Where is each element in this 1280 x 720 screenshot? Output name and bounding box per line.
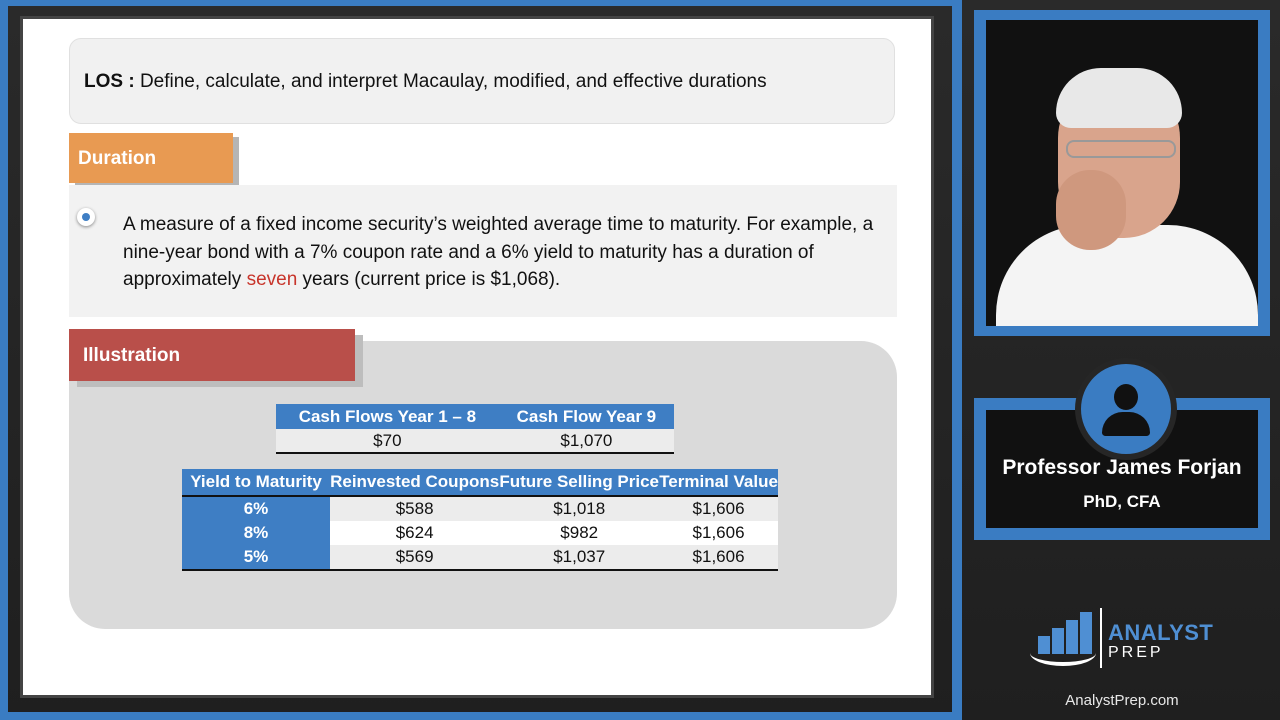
presenter-hand (1056, 170, 1126, 250)
frame-border-top (0, 0, 960, 6)
ytm-cell: 5% (182, 545, 330, 571)
cash-flow-table: Cash Flows Year 1 – 8 Cash Flow Year 9 $… (276, 404, 674, 454)
ytm-cell: $1,606 (659, 545, 778, 571)
duration-section-tab: Duration (69, 133, 233, 183)
user-icon (1075, 358, 1177, 460)
duration-tab-label: Duration (78, 148, 157, 169)
presenter-credentials: PhD, CFA (1083, 492, 1161, 511)
cash-flow-header: Cash Flow Year 9 (498, 404, 674, 429)
presenter-glasses (1066, 140, 1176, 158)
presenter-shirt (996, 225, 1258, 326)
ytm-cell: $1,037 (499, 545, 660, 571)
analystprep-logo: ANALYST PREP (1030, 606, 1214, 672)
user-icon-shoulders (1102, 412, 1150, 436)
presenter-video (974, 10, 1270, 336)
ytm-cell: $1,606 (659, 521, 778, 545)
lecture-slide: LOS : Define, calculate, and interpret M… (20, 16, 934, 698)
table-row: 6% $588 $1,018 $1,606 (182, 496, 778, 521)
bullet-icon (77, 208, 95, 226)
presenter-name: Professor James Forjan (1002, 456, 1242, 479)
frame-border-bottom (0, 712, 960, 720)
ytm-cell: $569 (330, 545, 500, 571)
definition-text-after: years (current price is $1,068). (297, 269, 561, 290)
illustration-tab-label: Illustration (83, 345, 181, 366)
definition-highlight: seven (246, 269, 298, 290)
ytm-header: Terminal Value (659, 469, 778, 497)
duration-definition-text: A measure of a fixed income security’s w… (123, 211, 883, 294)
presenter-video-frame (986, 20, 1258, 326)
los-objective: Define, calculate, and interpret Macaula… (139, 71, 767, 92)
los-box: LOS : Define, calculate, and interpret M… (69, 38, 895, 124)
frame-border-left (0, 0, 8, 720)
cash-flow-cell: $1,070 (498, 429, 674, 454)
duration-definition-box: A measure of a fixed income security’s w… (69, 185, 897, 317)
site-url: AnalystPrep.com (1065, 692, 1179, 709)
ytm-cell: $1,606 (659, 496, 778, 521)
illustration-section-tab: Illustration (69, 329, 355, 381)
ytm-cell: $624 (330, 521, 500, 545)
ytm-header: Reinvested Coupons (330, 469, 500, 497)
ytm-cell: $588 (330, 496, 500, 521)
ytm-header: Future Selling Price (499, 469, 660, 497)
los-label: LOS : (84, 71, 135, 92)
table-row: 5% $569 $1,037 $1,606 (182, 545, 778, 571)
logo-subtitle: PREP (1108, 644, 1164, 661)
ytm-cell: 6% (182, 496, 330, 521)
user-icon-head (1114, 384, 1138, 410)
logo-divider (1100, 608, 1102, 668)
frame-divider (952, 0, 962, 720)
yield-scenario-table: Yield to Maturity Reinvested Coupons Fut… (182, 469, 778, 571)
presenter-hair (1056, 68, 1182, 128)
definition-text-before: A measure of a fixed income security’s w… (123, 214, 874, 290)
cash-flow-header: Cash Flows Year 1 – 8 (276, 404, 499, 429)
los-text: LOS : Define, calculate, and interpret M… (84, 71, 767, 93)
ytm-header: Yield to Maturity (182, 469, 330, 497)
ytm-cell: $1,018 (499, 496, 660, 521)
swoosh-icon (1030, 640, 1096, 666)
ytm-cell: 8% (182, 521, 330, 545)
logo-title: ANALYST (1108, 620, 1214, 645)
cash-flow-cell: $70 (276, 429, 499, 454)
table-row: $70 $1,070 (276, 429, 674, 454)
ytm-cell: $982 (499, 521, 660, 545)
table-row: 8% $624 $982 $1,606 (182, 521, 778, 545)
